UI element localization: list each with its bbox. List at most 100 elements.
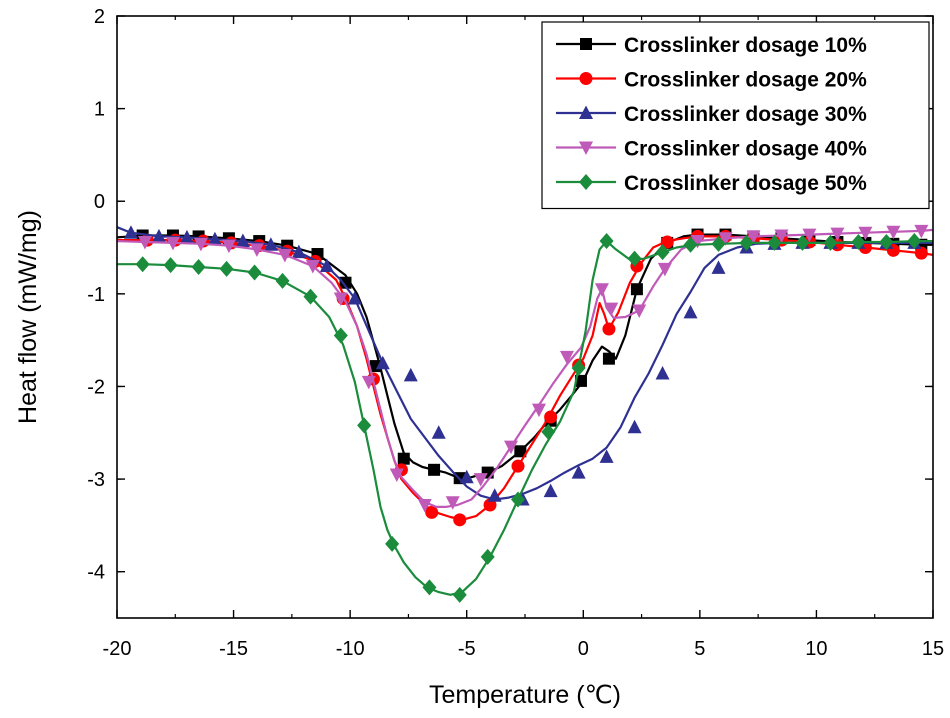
data-point: [428, 463, 441, 476]
legend-label: Crosslinker dosage 10%: [624, 34, 867, 57]
legend-label: Crosslinker dosage 30%: [624, 103, 867, 126]
series-5: [117, 233, 933, 603]
data-point: [425, 505, 439, 519]
data-point: [655, 365, 670, 380]
x-tick-label: 0: [578, 638, 589, 660]
data-point: [247, 264, 262, 281]
data-point: [403, 367, 418, 382]
data-point: [571, 359, 586, 376]
y-tick-label: 0: [94, 191, 105, 213]
data-point: [219, 260, 234, 277]
data-point: [858, 226, 873, 241]
data-point: [249, 243, 264, 257]
y-tick-label: 2: [94, 6, 105, 28]
data-point: [599, 449, 614, 463]
data-point: [531, 403, 546, 418]
x-tick-label: 10: [805, 638, 827, 660]
legend-item: Crosslinker dosage 30%: [556, 103, 867, 126]
data-point: [795, 234, 810, 251]
x-tick-label: -5: [458, 638, 476, 660]
data-point: [594, 283, 609, 297]
x-tick-label: 15: [922, 638, 944, 660]
data-point: [599, 233, 614, 250]
data-point: [543, 483, 558, 498]
data-point: [571, 465, 586, 479]
series-line: [117, 226, 933, 501]
series-line: [117, 240, 933, 596]
data-point: [263, 237, 278, 251]
y-tick-label: -4: [87, 562, 105, 584]
legend: Crosslinker dosage 10% Crosslinker dosage…: [541, 21, 930, 210]
data-point: [907, 233, 922, 250]
x-tick-label: -15: [219, 638, 248, 660]
legend-label: Crosslinker dosage 50%: [624, 172, 867, 195]
y-tick-label: -3: [87, 469, 105, 491]
data-point: [385, 535, 400, 552]
data-point: [627, 250, 642, 267]
legend-marker: [579, 141, 593, 155]
data-point: [445, 496, 460, 510]
data-point: [483, 498, 497, 512]
data-point: [657, 262, 672, 277]
data-point: [452, 586, 467, 603]
data-point: [179, 229, 194, 244]
x-tick-label: 5: [694, 638, 705, 660]
x-tick-label: -20: [103, 638, 132, 660]
data-point: [604, 302, 619, 317]
data-point: [886, 225, 901, 240]
data-point: [774, 229, 789, 243]
data-point: [627, 419, 642, 434]
data-point: [207, 231, 222, 246]
data-point: [235, 233, 250, 248]
data-point: [357, 417, 372, 434]
data-point: [291, 244, 306, 259]
data-point: [602, 322, 616, 336]
data-point: [739, 234, 754, 251]
data-point: [655, 244, 670, 261]
series-3: [117, 225, 933, 506]
data-point: [511, 459, 525, 473]
data-point: [830, 227, 845, 242]
legend-item: Crosslinker dosage 20%: [556, 69, 867, 92]
data-point: [914, 246, 928, 260]
legend-marker: [579, 105, 593, 119]
series-2: [117, 229, 933, 527]
data-point: [165, 236, 180, 251]
data-point: [422, 579, 437, 596]
data-point: [473, 473, 488, 487]
data-point: [541, 423, 556, 440]
y-tick-label: -2: [87, 376, 105, 398]
x-tick-label: -10: [336, 638, 365, 660]
data-point: [333, 327, 348, 344]
data-point: [487, 488, 502, 502]
data-point: [151, 228, 166, 243]
data-point: [660, 235, 674, 249]
data-point: [319, 258, 334, 273]
data-point: [375, 355, 390, 370]
data-point: [630, 283, 643, 296]
data-point: [504, 440, 519, 455]
series-layer: [117, 224, 933, 603]
data-point: [347, 290, 362, 305]
legend-marker: [579, 174, 593, 190]
legend-label: Crosslinker dosage 20%: [624, 69, 867, 92]
series-1: [117, 228, 933, 485]
data-point: [397, 452, 410, 465]
x-axis-title: Temperature (℃): [429, 681, 621, 709]
data-point: [514, 445, 527, 458]
data-point: [135, 256, 150, 273]
data-point: [163, 257, 178, 274]
data-point: [431, 425, 446, 439]
legend-marker: [579, 72, 593, 85]
data-point: [683, 304, 698, 319]
data-point: [711, 260, 726, 274]
data-point: [123, 225, 138, 239]
data-point: [511, 491, 526, 508]
data-point: [191, 258, 206, 275]
data-point: [914, 224, 929, 239]
data-point: [851, 233, 866, 250]
data-point: [690, 235, 705, 249]
data-point: [389, 468, 404, 482]
legend-box: [541, 21, 930, 210]
